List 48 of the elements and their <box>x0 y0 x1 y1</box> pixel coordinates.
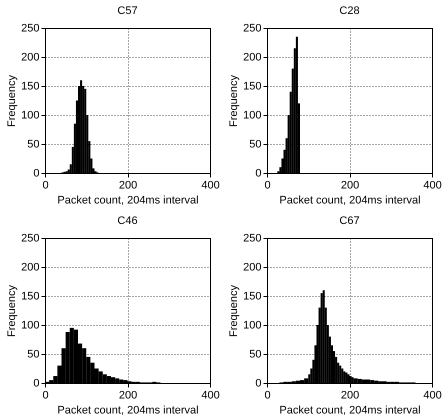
y-tick-label: 100 <box>243 320 262 332</box>
y-tick-label: 150 <box>243 80 262 92</box>
x-tick-label: 400 <box>201 390 220 402</box>
y-tick-label: 250 <box>21 22 40 34</box>
chart-title: C57 <box>117 5 138 17</box>
y-tick-label: 250 <box>243 22 262 34</box>
x-tick-label: 0 <box>264 180 271 192</box>
y-tick-label: 50 <box>27 138 40 150</box>
y-tick-label: 150 <box>21 80 40 92</box>
x-axis-title: Packet count, 204ms interval <box>57 404 199 416</box>
y-tick-label: 50 <box>27 348 40 360</box>
y-tick-label: 100 <box>243 110 262 122</box>
y-tick-label: 250 <box>21 232 40 244</box>
x-tick-label: 200 <box>118 390 138 402</box>
x-tick-label: 0 <box>42 180 49 192</box>
y-axis-title: Frequency <box>6 74 18 127</box>
y-axis-title: Frequency <box>228 284 240 337</box>
x-tick-label: 200 <box>340 180 360 192</box>
chart-title: C67 <box>339 215 360 227</box>
y-tick-label: 50 <box>249 138 262 150</box>
x-tick-label: 200 <box>118 180 138 192</box>
y-tick-label: 200 <box>243 262 262 274</box>
y-tick-label: 200 <box>21 262 40 274</box>
y-tick-label: 150 <box>21 290 40 302</box>
chart-title: C28 <box>339 5 360 17</box>
y-tick-label: 0 <box>33 168 40 180</box>
y-tick-label: 0 <box>255 378 262 390</box>
y-tick-label: 100 <box>21 110 40 122</box>
y-tick-label: 50 <box>249 348 262 360</box>
y-tick-label: 200 <box>21 52 40 64</box>
y-tick-label: 150 <box>243 290 262 302</box>
x-axis-title: Packet count, 204ms interval <box>279 404 421 416</box>
x-tick-label: 0 <box>264 390 271 402</box>
y-axis-title: Frequency <box>228 74 240 127</box>
y-axis-title: Frequency <box>6 284 18 337</box>
x-tick-label: 200 <box>340 390 360 402</box>
x-axis-title: Packet count, 204ms interval <box>57 194 199 206</box>
chart-title: C46 <box>117 215 138 227</box>
y-tick-label: 250 <box>243 232 262 244</box>
y-tick-label: 200 <box>243 52 262 64</box>
x-tick-label: 400 <box>201 180 220 192</box>
x-axis-title: Packet count, 204ms interval <box>279 194 421 206</box>
y-tick-label: 0 <box>255 168 262 180</box>
x-tick-label: 400 <box>423 390 442 402</box>
y-tick-label: 100 <box>21 320 40 332</box>
x-tick-label: 400 <box>423 180 442 192</box>
y-tick-label: 0 <box>33 378 40 390</box>
x-tick-label: 0 <box>42 390 49 402</box>
